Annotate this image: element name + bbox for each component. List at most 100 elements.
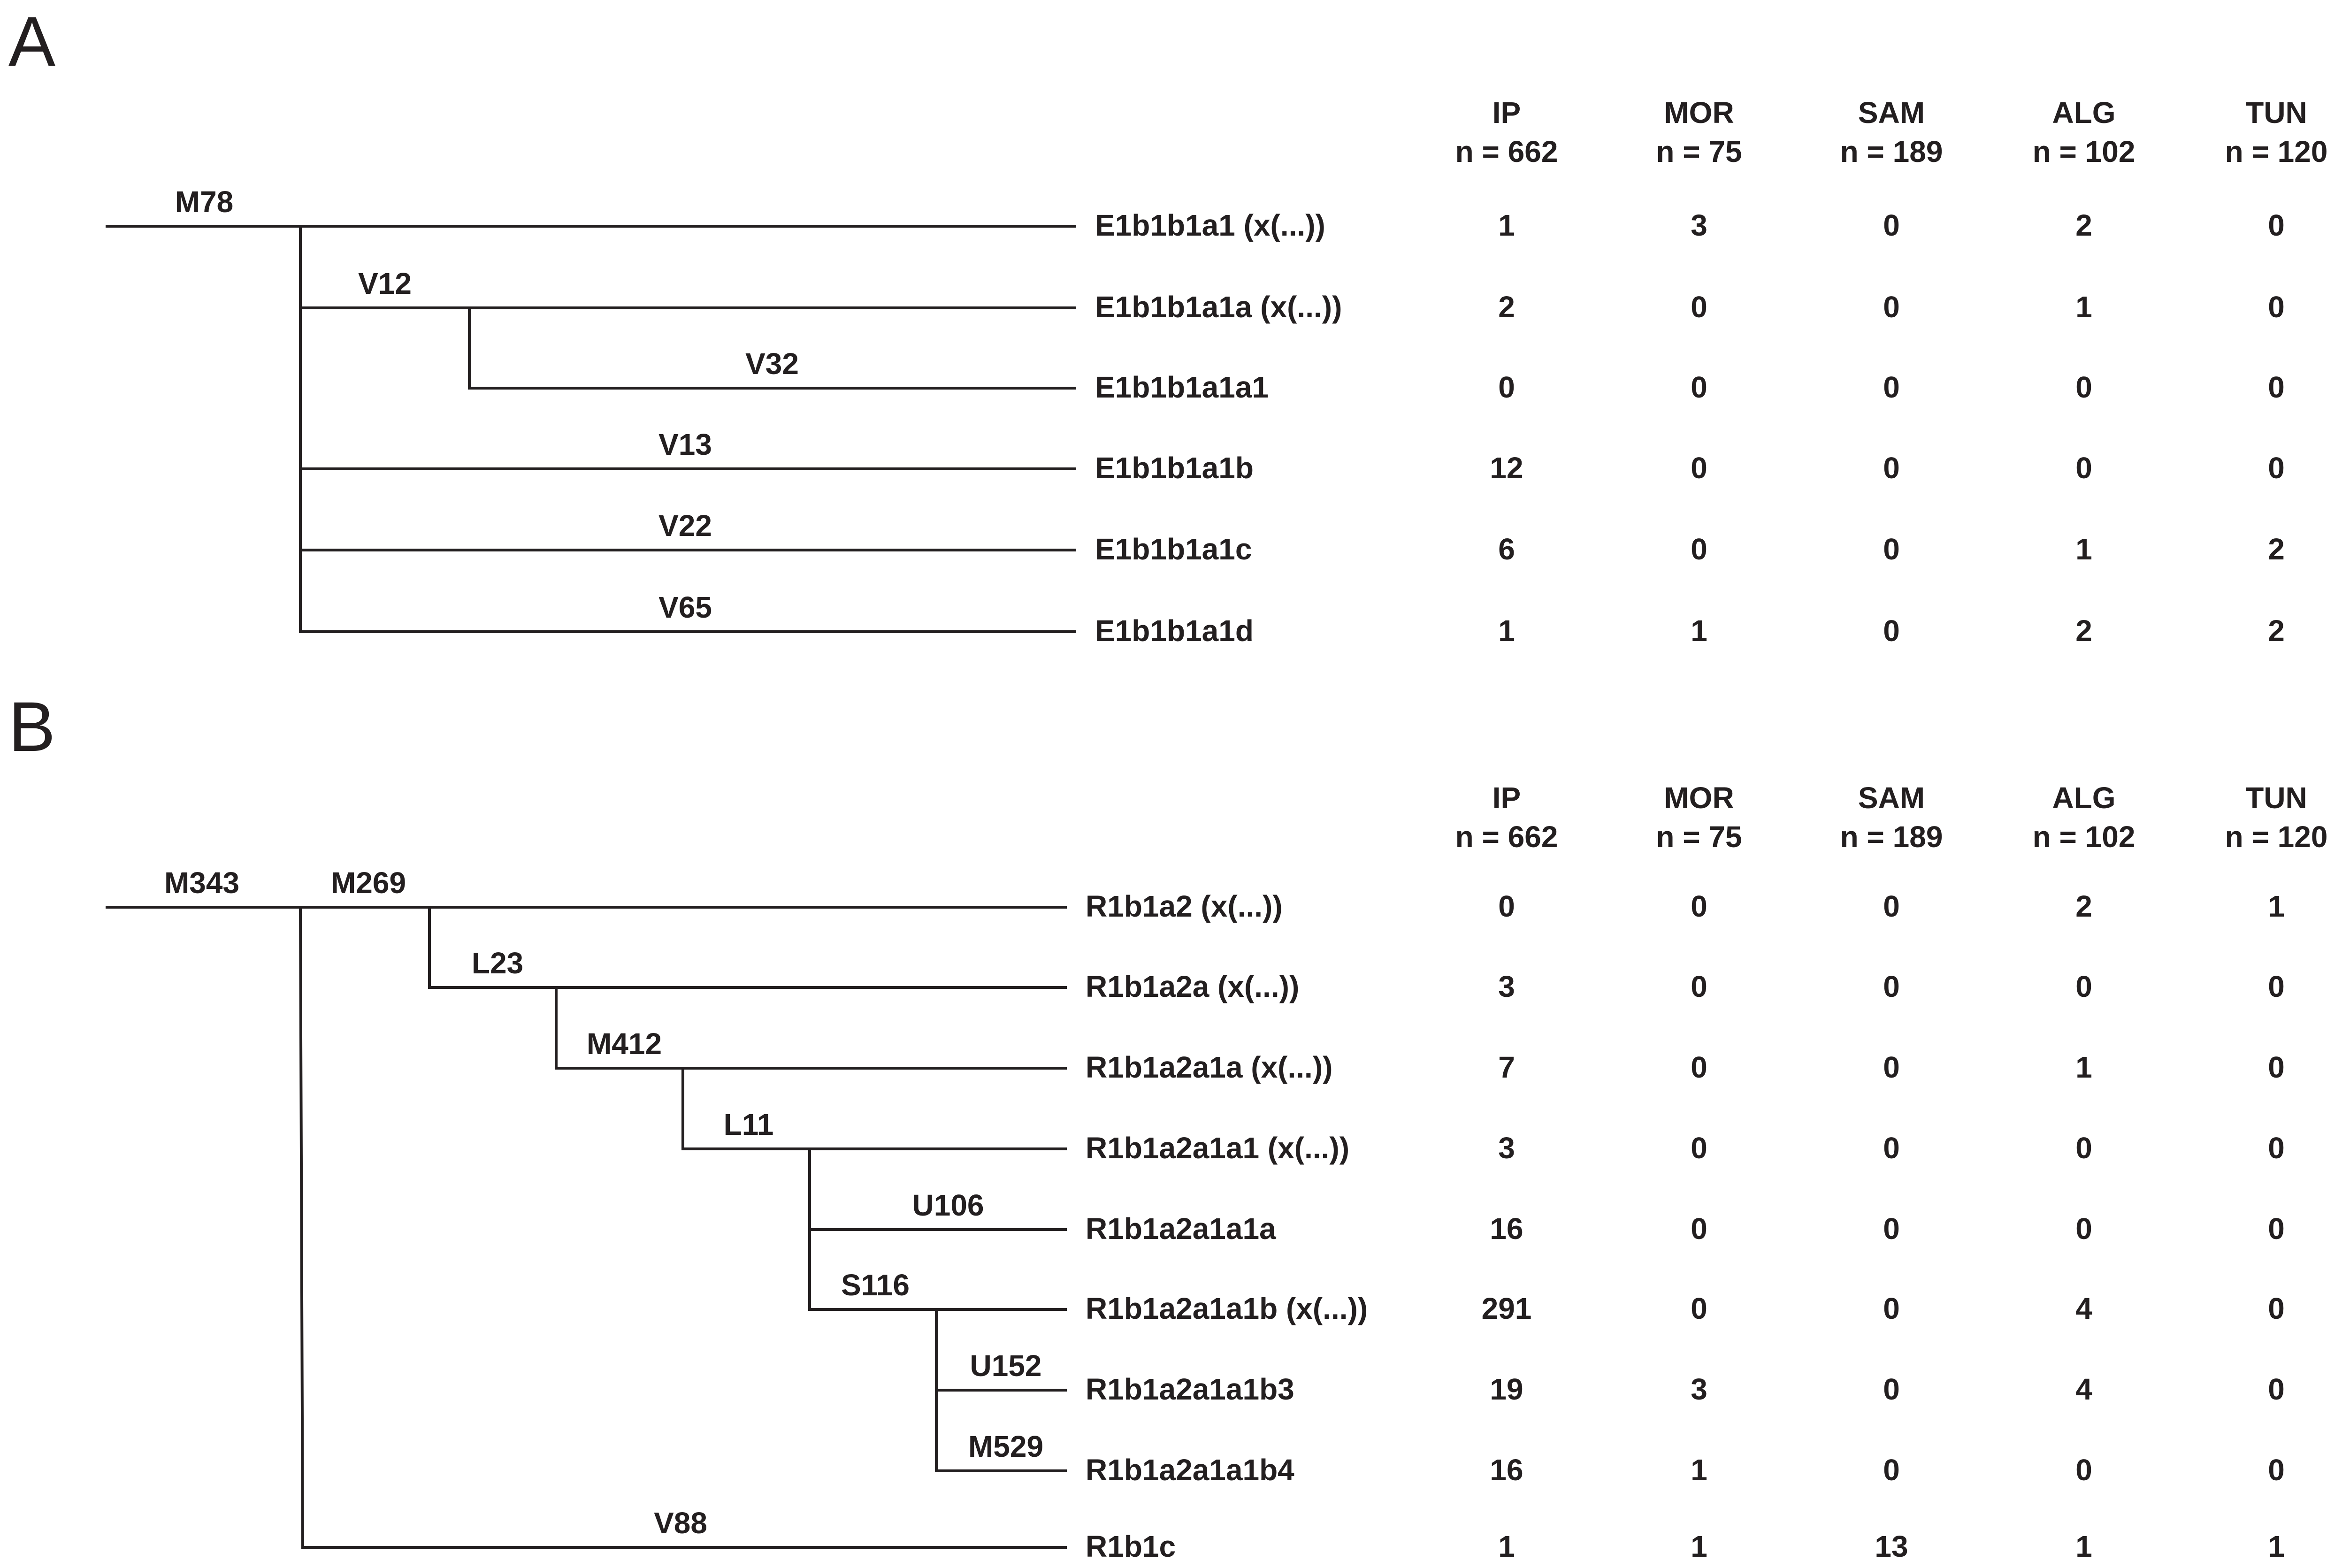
table-cell: 0 <box>1691 532 1707 566</box>
panel-b-haplogroups: R1b1a2 (x(...)) R1b1a2a (x(...)) R1b1a2a… <box>1086 889 1368 1563</box>
marker-label: V13 <box>658 428 712 461</box>
table-cell: 0 <box>1691 970 1707 1003</box>
haplogroup-label: R1b1a2a1a1a <box>1086 1212 1276 1246</box>
table-cell: 2 <box>2075 208 2092 242</box>
table-row: 19 3 0 4 0 <box>1490 1372 2284 1406</box>
table-cell: 0 <box>1498 889 1515 923</box>
table-cell: 6 <box>1498 532 1515 566</box>
marker-label: L23 <box>472 946 523 980</box>
table-cell: 0 <box>2268 1050 2285 1084</box>
table-cell: 291 <box>1482 1292 1532 1325</box>
table-cell: 2 <box>2075 889 2092 923</box>
marker-label: M412 <box>587 1027 662 1061</box>
table-cell: 0 <box>1883 1212 1900 1246</box>
haplogroup-label: R1b1a2a1a (x(...)) <box>1086 1050 1332 1084</box>
panel-label-b: B <box>8 687 55 766</box>
haplogroup-label: R1b1a2a1a1b3 <box>1086 1372 1294 1406</box>
panel-b-markers: M343 M269 L23 M412 L11 U106 S116 U152 M5… <box>164 866 1043 1540</box>
table-cell: 0 <box>2075 1131 2092 1165</box>
col-header-n: n = 662 <box>1455 820 1558 854</box>
marker-label: V22 <box>658 509 712 543</box>
table-cell: 1 <box>2268 1530 2285 1563</box>
col-header-n: n = 189 <box>1840 820 1943 854</box>
table-cell: 0 <box>1691 1131 1707 1165</box>
col-header-n: n = 120 <box>2225 135 2328 168</box>
table-cell: 3 <box>1691 1372 1707 1406</box>
table-cell: 0 <box>2075 1453 2092 1487</box>
marker-label: V12 <box>358 267 412 300</box>
col-header-n: n = 189 <box>1840 135 1943 168</box>
table-row: 2 0 0 1 0 <box>1498 290 2285 324</box>
col-header-n: n = 75 <box>1656 135 1742 168</box>
table-cell: 0 <box>2268 1372 2285 1406</box>
table-cell: 0 <box>1691 290 1707 324</box>
table-cell: 1 <box>2075 1530 2092 1563</box>
table-cell: 0 <box>2268 1131 2285 1165</box>
table-cell: 0 <box>2075 970 2092 1003</box>
table-cell: 0 <box>1691 451 1707 485</box>
table-row: 1 1 0 2 2 <box>1498 614 2285 648</box>
haplogroup-label: E1b1b1a1a (x(...)) <box>1095 290 1342 324</box>
table-row: 16 1 0 0 0 <box>1490 1453 2284 1487</box>
marker-label: V32 <box>745 347 799 381</box>
col-header-pop: SAM <box>1858 781 1925 815</box>
haplogroup-label: R1b1a2 (x(...)) <box>1086 889 1283 923</box>
haplogroup-label: R1b1a2a1a1b (x(...)) <box>1086 1292 1368 1325</box>
table-cell: 0 <box>1883 970 1900 1003</box>
table-cell: 0 <box>1691 1050 1707 1084</box>
table-cell: 0 <box>1883 208 1900 242</box>
table-cell: 0 <box>2268 451 2285 485</box>
table-cell: 2 <box>2075 614 2092 648</box>
haplogroup-label: E1b1b1a1a1 <box>1095 370 1269 404</box>
table-cell: 0 <box>1883 614 1900 648</box>
table-cell: 0 <box>2075 370 2092 404</box>
marker-label: M269 <box>331 866 406 900</box>
table-cell: 0 <box>1691 1212 1707 1246</box>
branch-trunk-m343 <box>298 905 305 1549</box>
table-cell: 12 <box>1490 451 1523 485</box>
table-cell: 0 <box>2075 1212 2092 1246</box>
table-cell: 0 <box>1883 1453 1900 1487</box>
table-cell: 0 <box>1883 1131 1900 1165</box>
table-cell: 0 <box>1883 889 1900 923</box>
col-header-n: n = 75 <box>1656 820 1742 854</box>
col-header-n: n = 102 <box>2033 820 2135 854</box>
table-cell: 0 <box>1883 532 1900 566</box>
marker-label: L11 <box>724 1108 774 1141</box>
table-cell: 1 <box>1691 614 1707 648</box>
table-cell: 0 <box>2075 451 2092 485</box>
marker-label: M529 <box>968 1430 1043 1463</box>
col-header-pop: IP <box>1492 96 1521 130</box>
table-cell: 0 <box>2268 1212 2285 1246</box>
panel-a-markers: M78 V12 V32 V13 V22 V65 <box>175 185 799 624</box>
table-row: 12 0 0 0 0 <box>1490 451 2284 485</box>
table-cell: 4 <box>2075 1292 2092 1325</box>
table-cell: 1 <box>2075 1050 2092 1084</box>
table-cell: 3 <box>1498 970 1515 1003</box>
panel-label-a: A <box>8 2 55 81</box>
panel-a: A IP n = 662 MOR n = 75 SAM n = 189 ALG … <box>8 2 2327 648</box>
table-row: 3 0 0 0 0 <box>1498 1131 2285 1165</box>
col-header-pop: MOR <box>1664 96 1734 130</box>
col-header-pop: SAM <box>1858 96 1925 130</box>
table-cell: 0 <box>1883 1372 1900 1406</box>
haplogroup-label: E1b1b1a1 (x(...)) <box>1095 208 1325 242</box>
marker-label: M343 <box>164 866 239 900</box>
marker-label: S116 <box>841 1268 910 1302</box>
haplogroup-label: E1b1b1a1b <box>1095 451 1254 485</box>
panel-a-counts: 1 3 0 2 0 2 0 0 1 0 0 0 0 0 0 12 <box>1490 208 2284 648</box>
col-header-n: n = 120 <box>2225 820 2328 854</box>
panel-a-tree <box>106 225 1076 633</box>
haplogroup-label: R1b1c <box>1086 1530 1176 1563</box>
table-cell: 3 <box>1691 208 1707 242</box>
table-row: 1 1 13 1 1 <box>1498 1530 2285 1563</box>
table-cell: 1 <box>1691 1530 1707 1563</box>
marker-label: U106 <box>912 1188 984 1222</box>
table-row: 3 0 0 0 0 <box>1498 970 2285 1003</box>
table-cell: 1 <box>2075 290 2092 324</box>
marker-label: V65 <box>658 590 712 624</box>
col-header-pop: MOR <box>1664 781 1734 815</box>
table-cell: 16 <box>1490 1453 1523 1487</box>
panel-a-haplogroups: E1b1b1a1 (x(...)) E1b1b1a1a (x(...)) E1b… <box>1095 208 1342 648</box>
